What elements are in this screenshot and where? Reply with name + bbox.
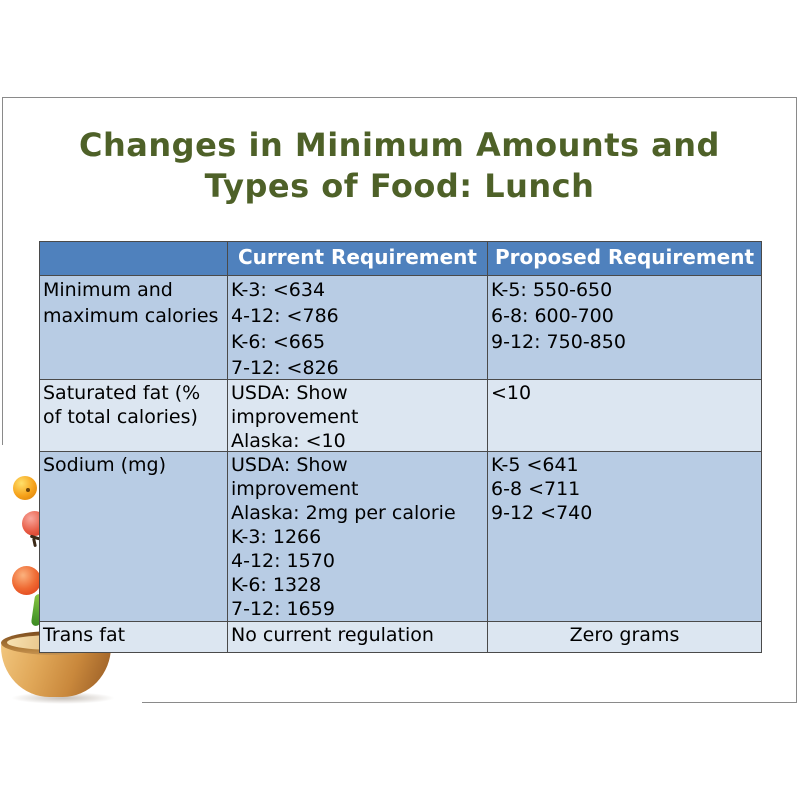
cell-line: improvement bbox=[231, 478, 359, 500]
cell-line: maximum calories bbox=[43, 305, 219, 327]
orange-cherry-tomato-icon bbox=[13, 476, 37, 500]
header-cell-0 bbox=[40, 242, 227, 275]
cell-line: <10 bbox=[491, 382, 532, 404]
cell-line: 9-12 <740 bbox=[491, 502, 593, 524]
table-cell: K-3: <634 4-12: <786 K-6: <665 7-12: <826 bbox=[228, 276, 487, 379]
red-tomato-large-icon bbox=[12, 566, 41, 595]
cell-line: 6-8: 600-700 bbox=[491, 305, 614, 327]
table-cell: USDA: Show improvement Alaska: 2mg per cal… bbox=[228, 452, 487, 621]
header-cell-2: Proposed Requirement bbox=[488, 242, 761, 275]
cell-line: K-6: 1328 bbox=[231, 574, 322, 596]
table-cell: Minimum and maximum calories bbox=[40, 276, 227, 379]
table-cell: USDA: Show improvement Alaska: <10 bbox=[228, 380, 487, 451]
table-cell: K-5: 550-650 6-8: 600-700 9-12: 750-850 bbox=[488, 276, 761, 379]
cell-line: K-3: <634 bbox=[231, 279, 326, 301]
cell-line: 9-12: 750-850 bbox=[491, 331, 626, 353]
cell-line: Sodium (mg) bbox=[43, 454, 167, 476]
cell-line: 7-12: 1659 bbox=[231, 598, 335, 620]
cell-line: Zero grams bbox=[569, 624, 680, 646]
cell-line: 4-12: 1570 bbox=[231, 550, 335, 572]
table-header-row: Current Requirement Proposed Requirement bbox=[40, 242, 761, 275]
cell-line: 4-12: <786 bbox=[231, 305, 339, 327]
cell-line: Alaska: <10 bbox=[231, 430, 346, 451]
table-cell: Zero grams bbox=[488, 622, 761, 652]
page-title: Changes in Minimum Amounts and Types of … bbox=[3, 125, 796, 207]
table-row: Trans fat No current regulation Zero grams bbox=[40, 622, 761, 652]
cell-line: Saturated fat (% bbox=[43, 382, 201, 404]
cell-line: USDA: Show bbox=[231, 382, 348, 404]
tomato-stem-dot-icon bbox=[26, 488, 30, 492]
cell-line: improvement bbox=[231, 406, 359, 428]
cell-line: K-3: 1266 bbox=[231, 526, 322, 548]
table-row: Saturated fat (% of total calories) USDA: … bbox=[40, 380, 761, 451]
cell-line: Minimum and bbox=[43, 279, 173, 301]
table-cell: Sodium (mg) bbox=[40, 452, 227, 621]
cell-line: K-5 <641 bbox=[491, 454, 579, 476]
title-line-1: Changes in Minimum Amounts and bbox=[79, 126, 720, 164]
table-cell: <10 bbox=[488, 380, 761, 451]
requirements-table: Current Requirement Proposed Requirement M… bbox=[39, 241, 762, 653]
table-cell: Saturated fat (% of total calories) bbox=[40, 380, 227, 451]
cell-line: Trans fat bbox=[43, 624, 126, 646]
cell-line: K-5: 550-650 bbox=[491, 279, 613, 301]
cell-line: 7-12: <826 bbox=[231, 357, 339, 379]
title-line-2: Types of Food: Lunch bbox=[204, 167, 595, 205]
cell-line: 6-8 <711 bbox=[491, 478, 581, 500]
table-cell: Trans fat bbox=[40, 622, 227, 652]
cell-line: No current regulation bbox=[231, 624, 434, 646]
table-row: Minimum and maximum calories K-3: <634 4-12… bbox=[40, 276, 761, 379]
cell-line: Alaska: 2mg per calorie bbox=[231, 502, 456, 524]
cell-line: K-6: <665 bbox=[231, 331, 326, 353]
table-cell: K-5 <641 6-8 <711 9-12 <740 bbox=[488, 452, 761, 621]
cell-line: of total calories) bbox=[43, 406, 198, 428]
table-cell: No current regulation bbox=[228, 622, 487, 652]
table-row: Sodium (mg) USDA: Show improvement Alaska: … bbox=[40, 452, 761, 621]
slide: Changes in Minimum Amounts and Types of … bbox=[1, 97, 797, 713]
cell-line: USDA: Show bbox=[231, 454, 348, 476]
header-cell-1: Current Requirement bbox=[228, 242, 487, 275]
